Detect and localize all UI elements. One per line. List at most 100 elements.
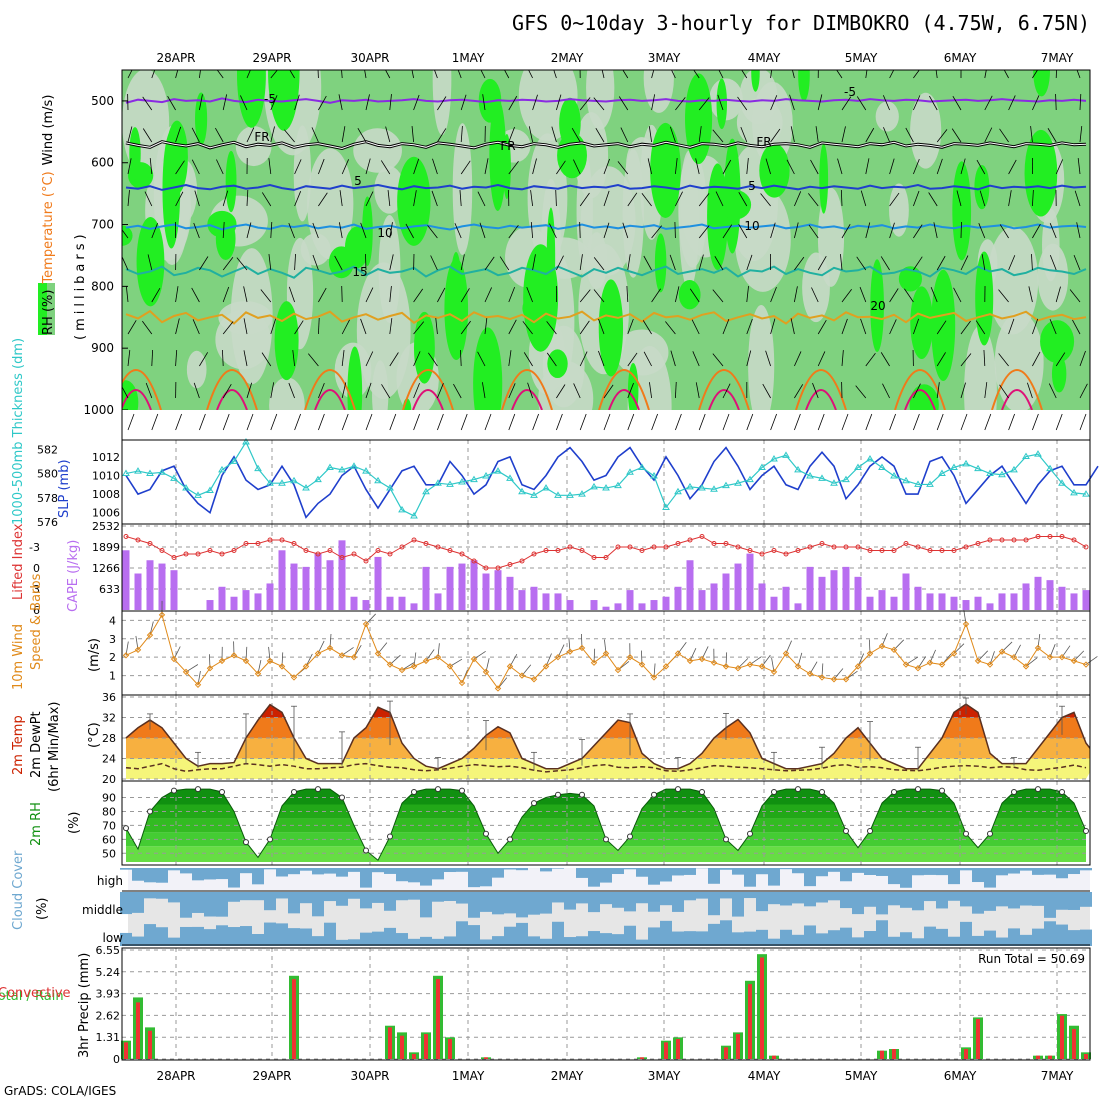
wind-barb (365, 158, 371, 175)
surface-barb (294, 413, 301, 431)
thickness-point (1082, 490, 1090, 497)
cape-label: CAPE (J/kg) (66, 540, 81, 612)
surface-barb (365, 413, 373, 431)
wind-barb (617, 161, 629, 175)
contour-arch-25 (304, 369, 356, 410)
rh-dry-patch (527, 133, 568, 264)
wind-barb (428, 352, 438, 367)
thickness-point (158, 468, 166, 475)
lifted-index-point (579, 548, 585, 553)
rh2m-point (195, 786, 201, 793)
wind-barb (698, 193, 710, 207)
li-tick-0: 0 (33, 562, 40, 575)
pressure-tick-900: 900 (91, 341, 114, 355)
cloud-middle-bar (540, 892, 552, 914)
cloud-middle-bar (228, 892, 240, 902)
wind-barb (294, 320, 304, 335)
lifted-index-point (831, 544, 837, 550)
wind-barb (522, 321, 533, 335)
precip-tick-3.93: 3.93 (96, 988, 121, 1001)
cloud-high-bar (216, 868, 228, 880)
cape-bar (170, 570, 178, 610)
wind-barb (603, 222, 610, 239)
lifted-index-point (1059, 534, 1065, 539)
cape-bar (434, 593, 442, 610)
wind-barb (142, 128, 153, 143)
lifted-index-point (135, 537, 141, 543)
thickness-point (686, 482, 694, 490)
wind-barb (365, 191, 374, 207)
surface-barb (984, 413, 992, 431)
wind-barb (738, 191, 748, 207)
wind-barb (151, 288, 161, 303)
wind-barb (913, 256, 923, 271)
wind-barb (199, 256, 209, 271)
slp-tick-1008: 1008 (92, 488, 120, 501)
wind-barb (270, 126, 275, 143)
thickness-point (650, 471, 658, 479)
surface-barb (770, 413, 777, 431)
cape-bar (386, 596, 394, 610)
wind10-point (770, 668, 778, 676)
precip-conv-bar (892, 1049, 896, 1059)
cloud-low-bar (828, 930, 840, 946)
thickness-point (350, 462, 358, 469)
rh-dry-patch (626, 137, 658, 193)
cloud-middle-bar (288, 892, 300, 914)
wind-barb (546, 352, 557, 367)
rh2m-point (219, 788, 225, 795)
wind-barb (222, 321, 234, 335)
wind-barb (477, 351, 486, 367)
cloud-middle-bar (924, 892, 936, 902)
wind-barb (508, 319, 517, 335)
wind-barb (770, 318, 776, 335)
cloud-high-bar (672, 868, 684, 876)
wind-barb (1079, 93, 1082, 111)
precip-conv-bar (772, 1055, 776, 1059)
wind-barb (175, 191, 184, 207)
contour-arch-30 (412, 389, 444, 410)
rh-moist-patch (598, 279, 624, 377)
wind-barb (976, 159, 986, 175)
wind-barb (482, 94, 486, 111)
wind-barb (1008, 318, 1015, 335)
wind-barb (338, 222, 343, 239)
thickness-point (950, 463, 958, 470)
wind-barb (998, 353, 1009, 367)
contour-label-5: 5 (354, 174, 362, 188)
wind-barb (620, 127, 629, 143)
wind-barb (284, 129, 295, 143)
wind-barb (222, 94, 228, 111)
wind-barb (385, 126, 391, 143)
cloud-high-bar (624, 868, 636, 870)
wind-barb (643, 351, 652, 367)
precip-frame (121, 947, 1091, 1061)
wind-tick-2: 2 (109, 651, 116, 664)
lifted-index-point (747, 548, 753, 553)
surface-barb (817, 413, 825, 431)
cape-bar (950, 596, 958, 610)
wind-barb (147, 254, 153, 271)
wind-barb (627, 352, 638, 367)
rh-tick-60: 60 (102, 833, 116, 846)
wind-barb (760, 193, 771, 207)
wind-barb (603, 158, 610, 175)
wind-barb (953, 287, 962, 303)
wind-barb (889, 158, 895, 175)
wind-barb (698, 97, 710, 111)
cloud-middle-bar (660, 892, 672, 906)
thickness-point (890, 471, 898, 479)
rh-moist-patch (798, 70, 810, 102)
cape-bar (266, 583, 274, 610)
precip-conv-bar (640, 1057, 644, 1059)
wind-barb (984, 95, 993, 111)
rh-moist-patch (910, 286, 934, 360)
wind-barb (482, 382, 486, 399)
wind-barb (1032, 70, 1039, 79)
surface-barb (222, 413, 230, 431)
cloud-low-bar (432, 938, 444, 946)
wind-barb (695, 382, 700, 399)
wind-barb (215, 127, 224, 143)
contour-labels: -5 -5 FR FR FR 5 5 10 10 15 20 (254, 85, 885, 313)
